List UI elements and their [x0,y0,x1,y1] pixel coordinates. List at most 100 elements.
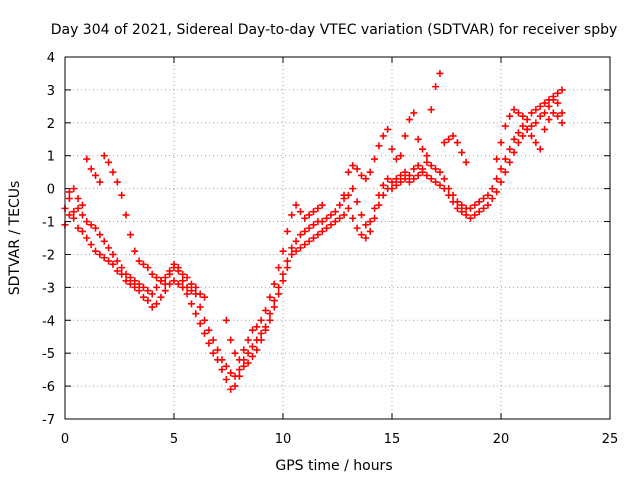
data-point [196,290,204,298]
data-point [336,214,344,222]
data-point [423,152,431,160]
series-2 [65,152,209,301]
data-point [113,267,121,275]
data-point [506,145,514,153]
data-point [440,139,448,147]
y-tick-label: -4 [42,314,55,329]
data-point [336,201,344,209]
data-point [131,277,139,285]
data-point [283,227,291,235]
data-point [318,201,326,209]
data-point [288,244,296,252]
data-point [131,283,139,291]
data-point [528,109,536,117]
data-point [554,89,562,97]
y-tick-label: -2 [42,248,55,263]
data-point [549,96,557,104]
data-point [131,247,139,255]
data-point [340,191,348,199]
data-point [205,339,213,347]
data-point [126,231,134,239]
data-point [510,135,518,143]
x-axis-label: GPS time / hours [275,458,392,474]
data-point [248,326,256,334]
data-point [270,280,278,288]
data-point [153,300,161,308]
y-tick-label: -1 [42,216,55,231]
data-point [92,224,100,232]
data-point [532,119,540,127]
data-point [554,112,562,120]
data-point [218,366,226,374]
data-point [244,359,252,367]
data-point [405,178,413,186]
chart-title: Day 304 of 2021, Sidereal Day-to-day VTE… [51,22,618,38]
data-point [105,257,113,265]
data-point [484,201,492,209]
data-point [100,237,108,245]
data-point [183,273,191,281]
y-tick-label: 2 [47,117,55,132]
data-point [74,204,82,212]
data-point [157,293,165,301]
data-point [135,257,143,265]
data-point [109,260,117,268]
data-point [480,195,488,203]
data-point [549,109,557,117]
data-point [161,280,169,288]
data-point [366,168,374,176]
data-point [488,185,496,193]
data-point [523,125,531,133]
data-point [541,125,549,133]
data-point [105,244,113,252]
data-point [135,287,143,295]
x-tick-label: 0 [61,432,69,447]
data-point [192,283,200,291]
data-point [187,280,195,288]
data-point [318,227,326,235]
data-point [353,224,361,232]
series-1 [61,86,566,393]
data-point [148,290,156,298]
data-point [410,175,418,183]
data-point [310,234,318,242]
data-point [453,139,461,147]
data-point [288,211,296,219]
data-point [275,283,283,291]
data-point [139,283,147,291]
data-point [445,191,453,199]
data-point [392,181,400,189]
y-tick-label: 0 [47,183,55,198]
data-point [222,316,230,324]
data-point [118,191,126,199]
data-point [296,244,304,252]
data-point [240,346,248,354]
data-point [109,250,117,258]
data-point [227,369,235,377]
data-point [292,247,300,255]
data-point [357,211,365,219]
data-point [432,178,440,186]
data-point [331,218,339,226]
data-point [135,280,143,288]
data-point [301,214,309,222]
data-point [96,178,104,186]
y-tick-label: 4 [47,51,55,66]
data-point [501,122,509,130]
data-point [532,139,540,147]
data-point [157,277,165,285]
data-point [70,208,78,216]
data-point [244,336,252,344]
y-tick-label: 1 [47,150,55,165]
data-point [405,171,413,179]
data-point [144,264,152,272]
data-point [375,201,383,209]
x-tick-labels: 0 5 10 15 20 25 [61,432,618,447]
y-tick-label: -5 [42,347,55,362]
data-point [65,188,73,196]
y-tick-label: -6 [42,380,55,395]
data-point [440,175,448,183]
data-point [292,237,300,245]
data-point [545,116,553,124]
data-point [248,343,256,351]
